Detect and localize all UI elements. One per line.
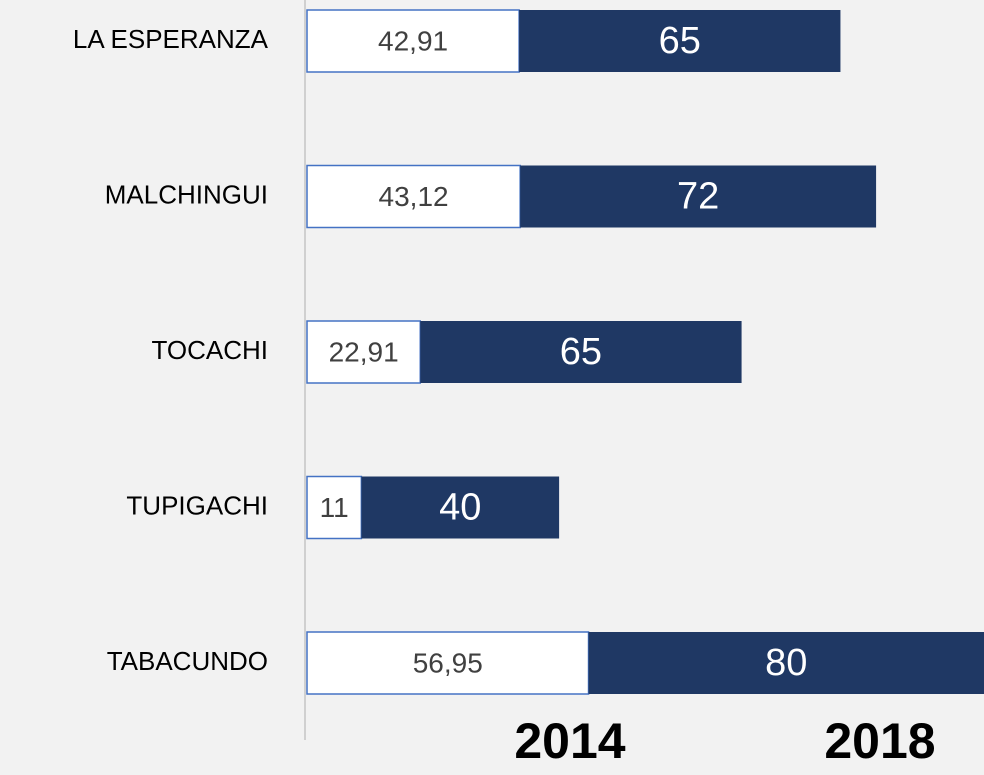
bar (519, 10, 841, 72)
category-label: TUPIGACHI (126, 490, 268, 520)
bar (420, 321, 742, 383)
bar (306, 475, 363, 540)
data-label: 80 (765, 642, 807, 684)
legend-label: 2018 (824, 713, 935, 769)
data-label: 65 (659, 20, 701, 62)
legend-label: 2014 (514, 713, 625, 769)
bar (588, 632, 984, 694)
data-label: 42,91 (378, 25, 448, 56)
data-label: 22,91 (329, 336, 399, 367)
category-label: MALCHINGUI (105, 179, 268, 209)
data-label: 43,12 (379, 181, 449, 212)
category-label: TABACUNDO (107, 646, 268, 676)
bar (306, 631, 590, 695)
bar (361, 476, 560, 539)
data-label: 11 (320, 492, 349, 523)
bar (306, 9, 520, 73)
bar (306, 164, 521, 229)
bar (520, 165, 877, 228)
category-label: LA ESPERANZA (73, 24, 269, 54)
data-label: 56,95 (413, 647, 483, 678)
data-label: 72 (677, 176, 719, 218)
data-label: 65 (560, 331, 602, 373)
category-label: TOCACHI (151, 335, 268, 365)
data-label: 40 (439, 487, 481, 529)
bar (306, 320, 422, 384)
